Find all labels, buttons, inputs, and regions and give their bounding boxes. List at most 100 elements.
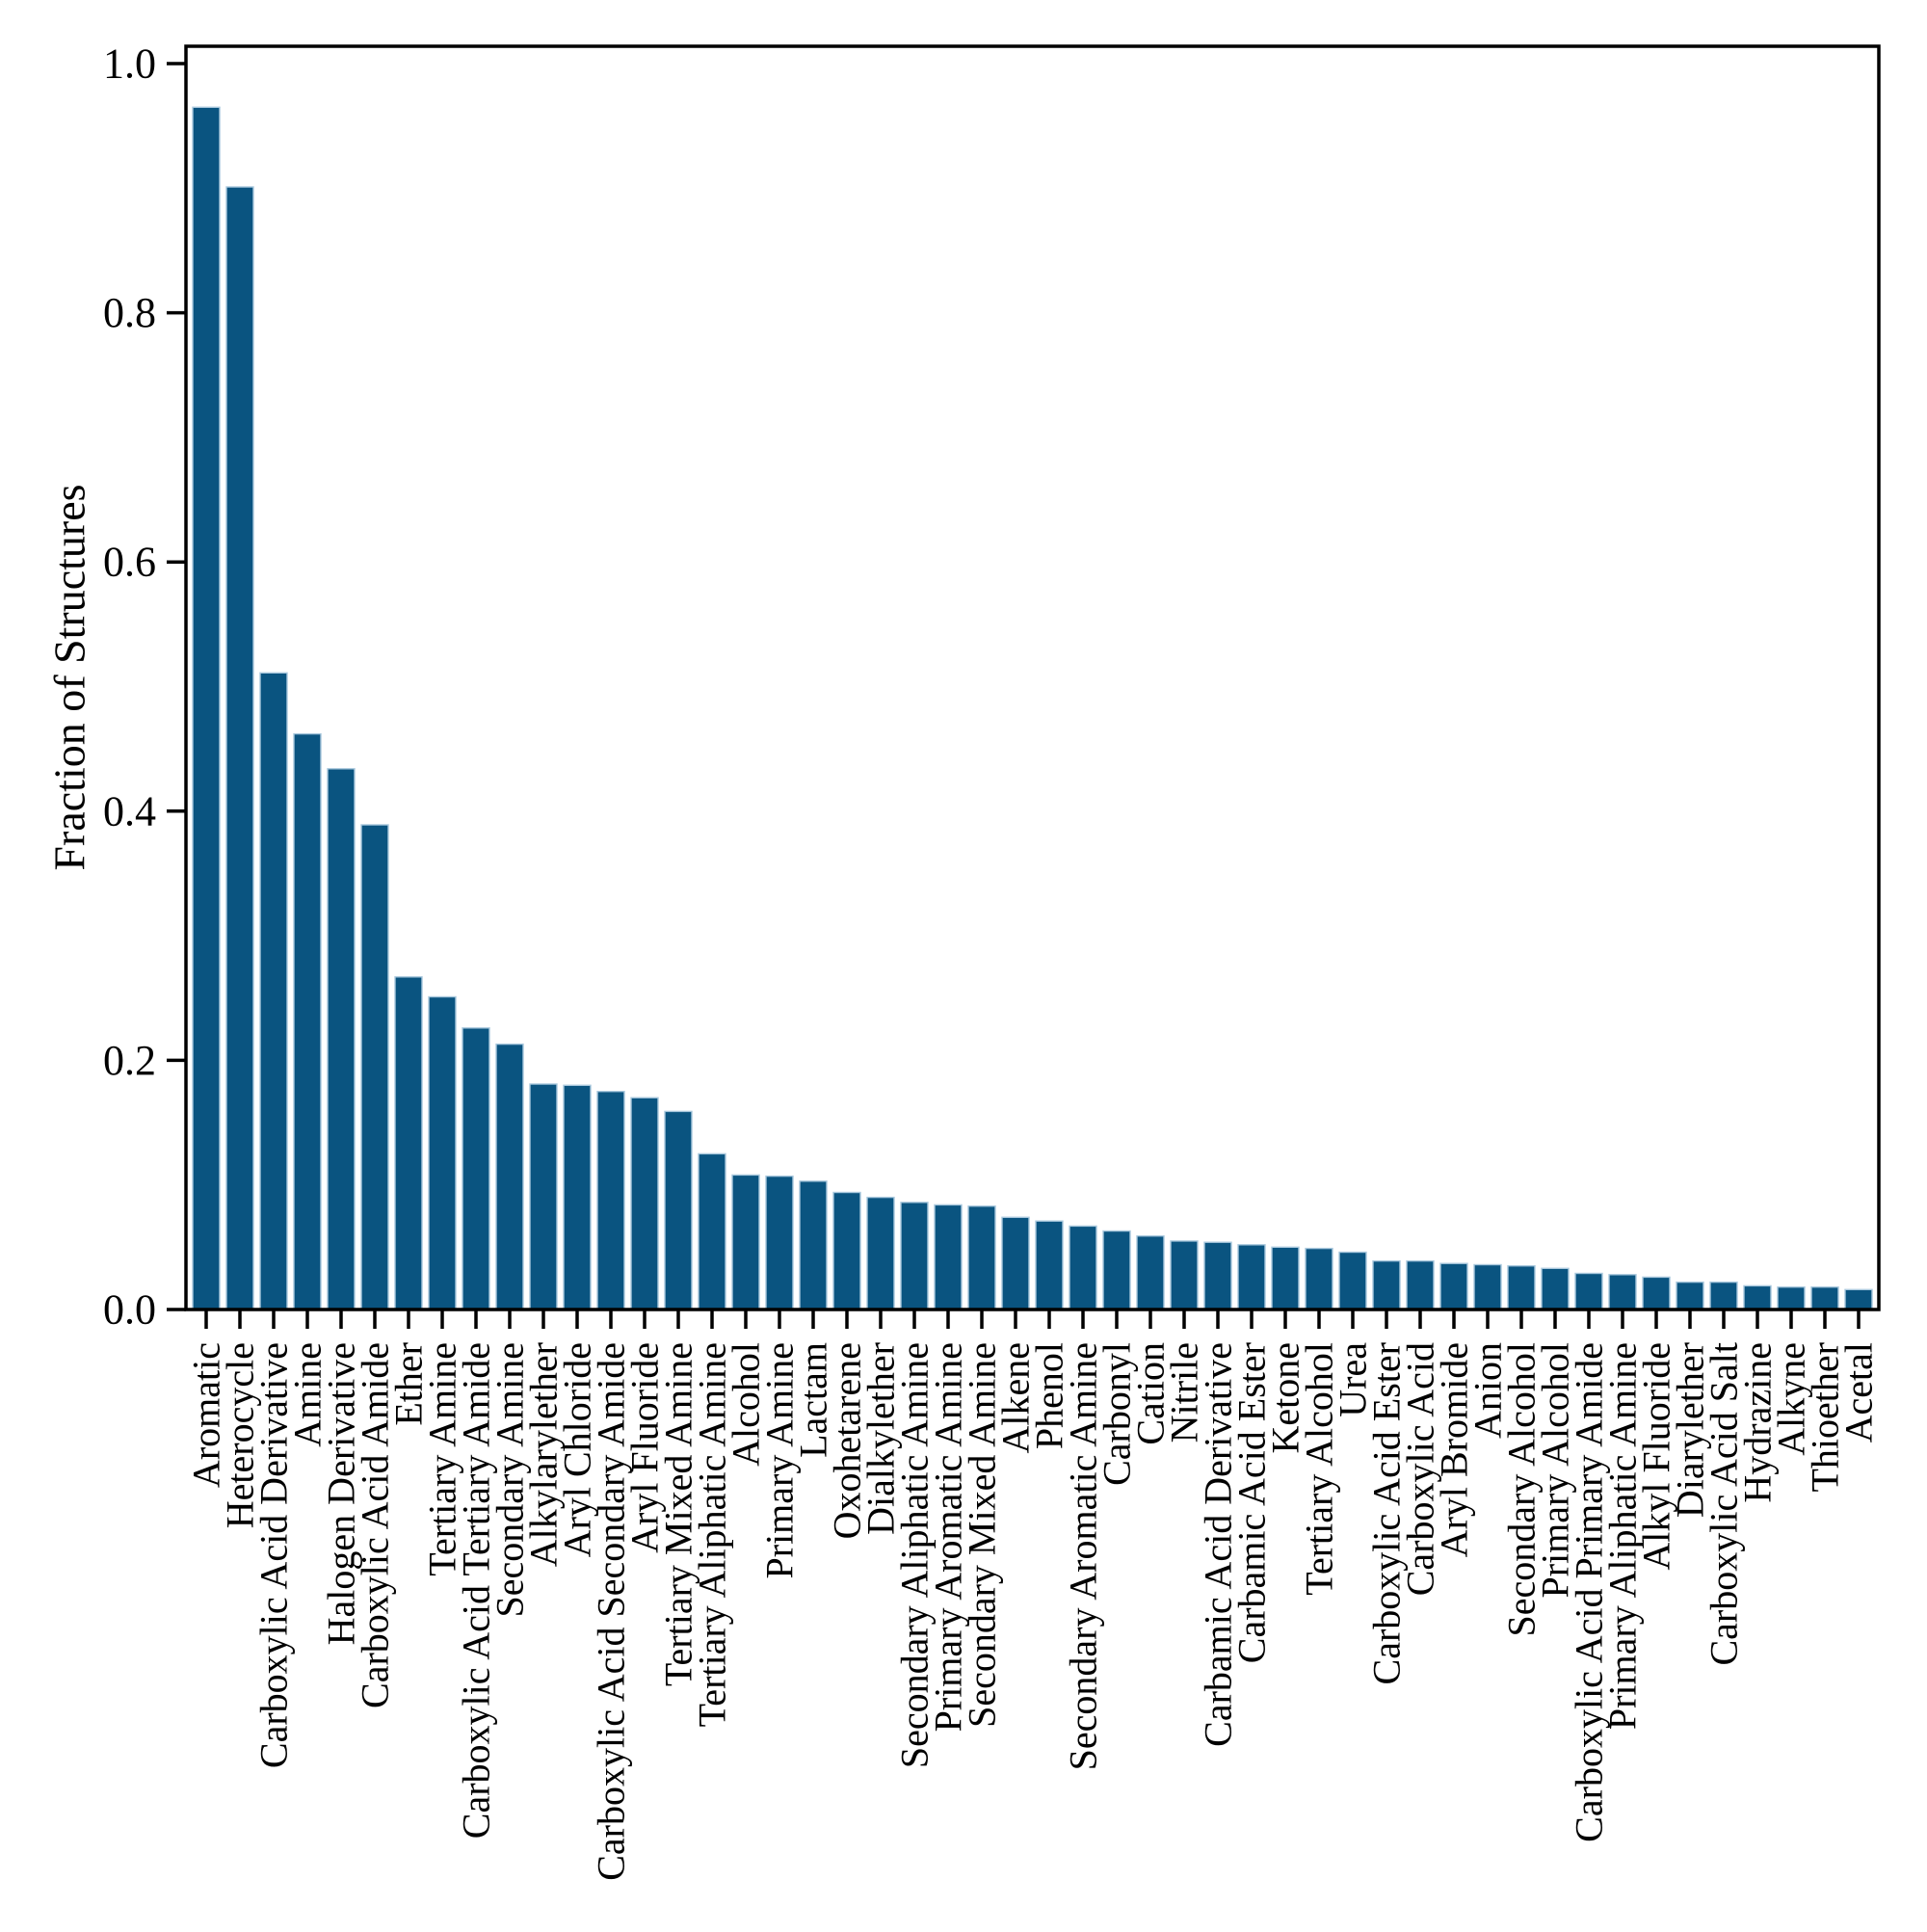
x-tick-label: Carbamic Acid Derivative [1197,1342,1240,1747]
bar [394,976,423,1310]
x-tick-label: Secondary Amine [488,1342,532,1618]
bar [360,824,389,1310]
x-tick-label: Carboxylic Acid Derivative [252,1342,296,1768]
bar [866,1196,895,1310]
bar [1541,1267,1570,1310]
bar [529,1083,558,1310]
bar [1271,1246,1300,1310]
bar [1642,1276,1671,1310]
bar [1608,1274,1637,1310]
bar [1676,1281,1704,1310]
x-tick-label: Lactam [792,1342,835,1458]
x-tick-label: Alkyl Fluoride [1635,1342,1678,1571]
bar [1473,1263,1502,1310]
x-tick-label: Diarylether [1669,1342,1712,1518]
bar [1709,1281,1738,1310]
x-tick-label: Alcohol [725,1342,768,1467]
bar [1406,1259,1435,1310]
bar [495,1043,524,1310]
bar [596,1090,625,1310]
x-tick-label: Alkyne [1770,1342,1813,1456]
y-tick-label: 0.2 [103,1037,156,1084]
bar [1305,1247,1333,1310]
y-axis-label: Fraction of Structures [45,484,94,870]
bar [934,1204,963,1310]
x-tick-label: Alkene [994,1342,1038,1454]
x-tick-label: Anion [1466,1342,1510,1439]
bar [1203,1241,1232,1310]
x-tick-label: Secondary Aromatic Amine [1062,1342,1105,1770]
x-tick-label: Amine [286,1342,330,1447]
bar [259,672,288,1310]
x-tick-label: Secondary Mixed Amine [961,1342,1004,1728]
bar [1102,1230,1131,1310]
x-tick-label: Urea [1332,1342,1375,1417]
x-tick-label: Aryl Bromide [1433,1342,1476,1557]
bar [1844,1288,1873,1310]
x-tick-label: Thioether [1804,1342,1847,1493]
x-tick-label: Secondary Aliphatic Amine [893,1342,937,1768]
x-tick-label: Carboxylic Acid Amide [354,1342,397,1708]
bar [225,186,254,1310]
bar [1507,1264,1536,1310]
x-tick-label: Secondary Alcohol [1500,1342,1544,1637]
x-tick-label: Primary Alcohol [1534,1342,1577,1599]
x-tick-label: Carboxylic Acid [1399,1342,1442,1596]
x-tick-label: Aryl Fluoride [623,1342,667,1553]
x-tick-label: Dialkylether [859,1342,903,1535]
x-tick-label: Primary Amine [758,1342,802,1579]
x-tick-label: Hydrazine [1736,1342,1780,1503]
x-tick-label: Aromatic [185,1342,228,1488]
bar [664,1110,693,1310]
bar [1372,1259,1401,1310]
x-tick-label: Primary Aromatic Amine [927,1342,970,1732]
bar [967,1204,996,1310]
bar [1777,1285,1806,1310]
x-tick-label: Ether [387,1342,431,1426]
x-tick-label: Carbonyl [1095,1342,1139,1486]
bar [1069,1225,1097,1310]
bar [799,1180,828,1310]
x-tick-label: Heterocycle [219,1342,262,1528]
bar [1035,1220,1064,1310]
bar [462,1027,490,1310]
bar [192,106,221,1310]
x-tick-label: Alkylarylether [522,1342,566,1567]
bar [1136,1234,1165,1310]
bar [731,1174,760,1310]
x-tick-label: Carboxylic Acid Ester [1365,1342,1409,1684]
bar [327,768,356,1310]
bar [698,1152,726,1310]
x-tick-label: Nitrile [1163,1342,1206,1442]
y-tick-label: 0.0 [103,1286,156,1334]
y-tick-label: 0.8 [103,289,156,336]
x-tick-label: Halogen Derivative [320,1342,363,1645]
bar [1574,1272,1603,1310]
x-tick-label: Carboxylic Acid Tertiary Amide [455,1342,498,1839]
ticks-layer [167,62,1861,1329]
bar [428,995,457,1310]
bar [900,1202,929,1310]
x-tick-label: Carbamic Acid Ester [1230,1342,1274,1663]
bar [1743,1284,1772,1310]
y-tick-label: 1.0 [103,40,156,88]
bar [832,1191,861,1310]
x-tick-label: Aryl Chloride [556,1342,599,1557]
y-tick-label: 0.6 [103,539,156,586]
bar [563,1084,592,1310]
x-tick-label: Carboxylic Acid Primary Amide [1568,1342,1611,1842]
bar [1338,1251,1367,1310]
x-tick-label: Primary Aliphatic Amine [1601,1342,1645,1730]
bar [630,1097,659,1310]
bar [1439,1262,1468,1310]
x-tick-label: Tertiary Alcohol [1298,1342,1341,1596]
bars-layer [192,106,1873,1310]
bar [1170,1240,1199,1310]
x-tick-label: Cation [1129,1342,1173,1445]
x-tick-label: Carboxylic Acid Salt [1703,1342,1746,1666]
x-tick-label: Tertiary Amine [421,1342,464,1576]
bar [1810,1285,1839,1310]
